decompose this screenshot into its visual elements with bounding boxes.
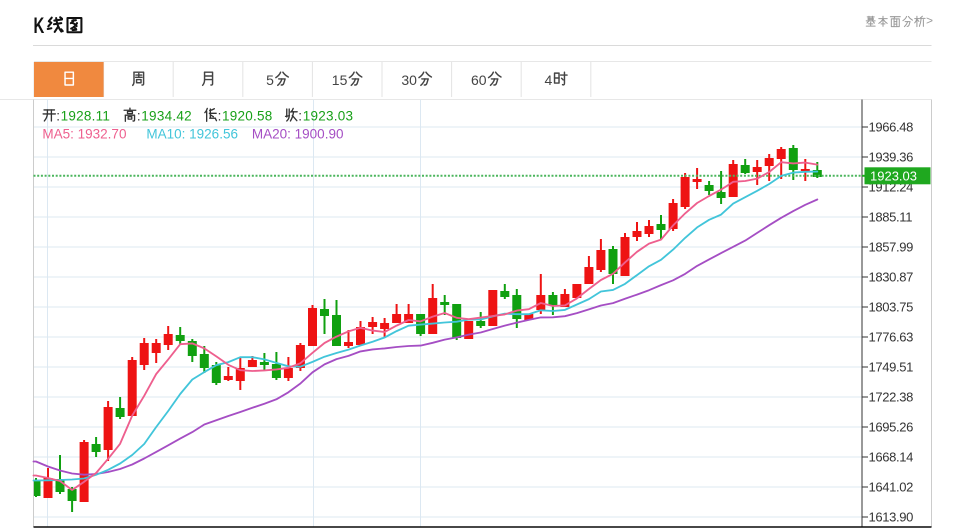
svg-text:30: 30: [401, 72, 417, 88]
svg-text:1923.03: 1923.03: [303, 108, 354, 123]
svg-text:1966.48: 1966.48: [869, 120, 914, 135]
svg-text:60: 60: [471, 72, 487, 88]
svg-text:1928.11: 1928.11: [61, 108, 111, 123]
svg-text:1641.02: 1641.02: [869, 480, 914, 495]
svg-text::: :: [56, 108, 60, 123]
svg-text:>: >: [926, 14, 933, 28]
svg-text:1749.51: 1749.51: [869, 360, 914, 375]
svg-text::: :: [137, 108, 141, 123]
svg-text::: :: [218, 108, 222, 123]
svg-text:1613.90: 1613.90: [869, 510, 914, 525]
svg-text:1695.26: 1695.26: [869, 420, 914, 435]
svg-text:MA5: 1932.70: MA5: 1932.70: [42, 126, 126, 141]
svg-text:MA20: 1900.90: MA20: 1900.90: [252, 126, 344, 141]
svg-text:15: 15: [332, 72, 348, 88]
svg-text:1923.03: 1923.03: [870, 168, 917, 183]
svg-text:1857.99: 1857.99: [869, 240, 914, 255]
svg-text:1934.42: 1934.42: [141, 108, 192, 123]
svg-text:K: K: [34, 13, 45, 38]
svg-text:5: 5: [266, 72, 274, 88]
svg-text::: :: [298, 108, 302, 123]
svg-text:1939.36: 1939.36: [869, 150, 914, 165]
svg-text:1776.63: 1776.63: [869, 330, 914, 345]
svg-text:1920.58: 1920.58: [222, 108, 273, 123]
svg-text:1722.38: 1722.38: [869, 390, 914, 405]
svg-text:1830.87: 1830.87: [869, 270, 914, 285]
svg-text:MA10: 1926.56: MA10: 1926.56: [146, 126, 238, 141]
svg-text:1803.75: 1803.75: [869, 300, 914, 315]
svg-text:1668.14: 1668.14: [869, 450, 914, 465]
svg-text:1885.11: 1885.11: [869, 210, 913, 225]
svg-text:4: 4: [545, 72, 553, 88]
